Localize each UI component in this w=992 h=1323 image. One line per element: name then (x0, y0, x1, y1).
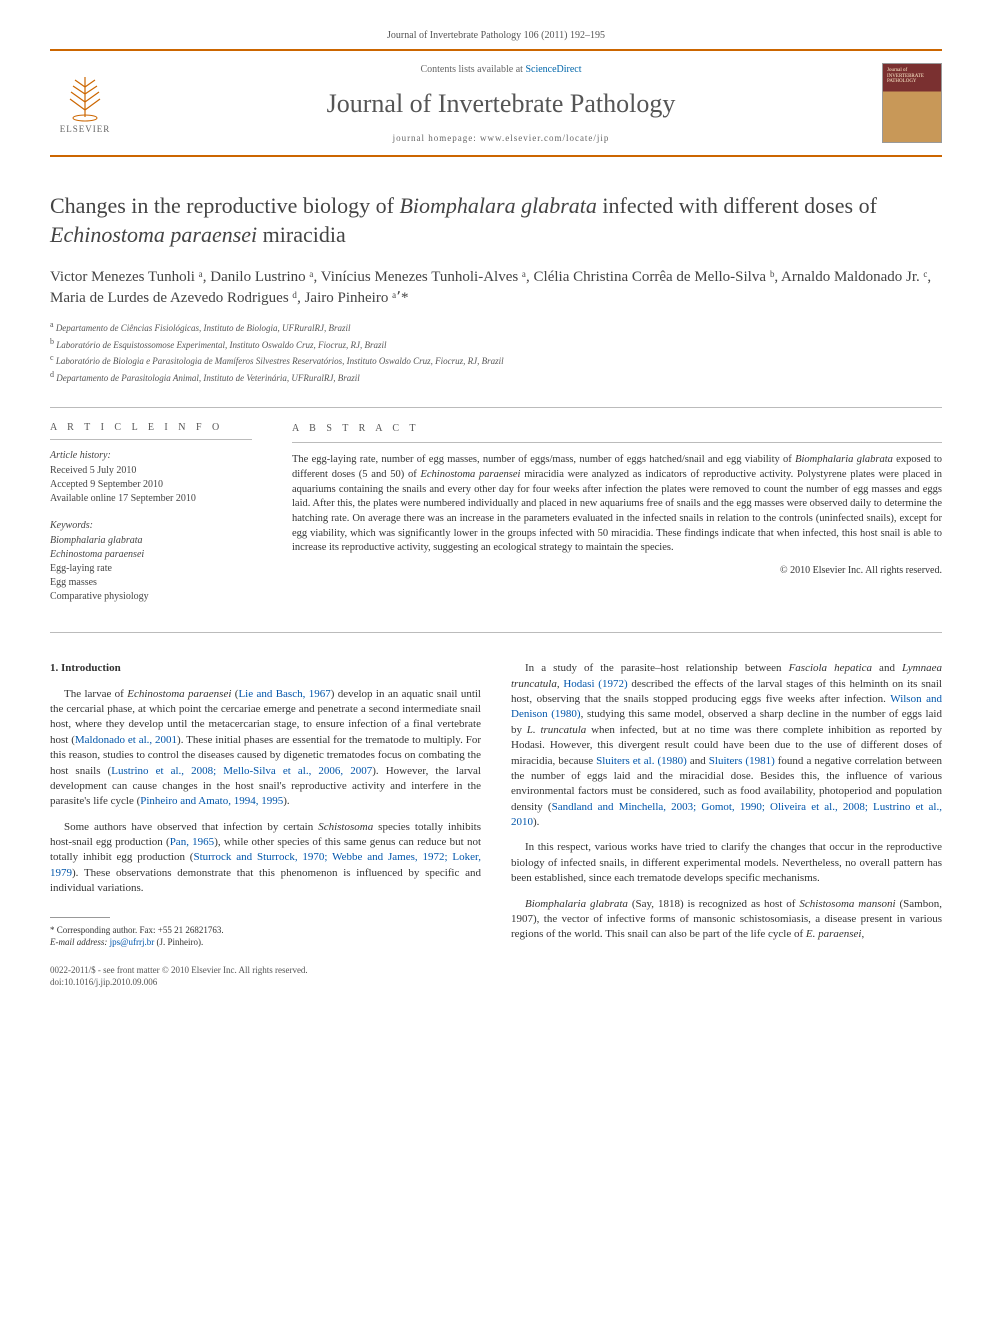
affiliation-c: c Laboratório de Biologia e Parasitologi… (50, 352, 942, 369)
article-info-heading: A R T I C L E I N F O (50, 422, 252, 440)
info-abstract-row: A R T I C L E I N F O Article history: R… (50, 407, 942, 633)
title-text-3: miracidia (257, 222, 346, 247)
elsevier-label: ELSEVIER (60, 124, 111, 134)
keyword-3: Egg-laying rate (50, 562, 252, 576)
title-text-1: Changes in the reproductive biology of (50, 193, 399, 218)
footnote-rule (50, 917, 110, 918)
abstract-heading: A B S T R A C T (292, 422, 942, 443)
corresponding-author-footnote: * Corresponding author. Fax: +55 21 2682… (50, 924, 481, 937)
doi-line: doi:10.1016/j.jip.2010.09.006 (50, 977, 481, 989)
ref-link[interactable]: Sluiters (1981) (709, 755, 775, 767)
author-list: Victor Menezes Tunholi ᵃ, Danilo Lustrin… (50, 267, 942, 309)
journal-cover-thumbnail: Journal of INVERTEBRATE PATHOLOGY (882, 63, 942, 143)
left-column: 1. Introduction The larvae of Echinostom… (50, 661, 481, 988)
journal-name: Journal of Invertebrate Pathology (140, 89, 862, 119)
ref-link[interactable]: Hodasi (1972) (563, 678, 627, 690)
abstract-text: The egg-laying rate, number of egg masse… (292, 453, 942, 556)
history-online: Available online 17 September 2010 (50, 492, 252, 506)
abstract-copyright: © 2010 Elsevier Inc. All rights reserved… (292, 564, 942, 578)
doi-block: 0022-2011/$ - see front matter © 2010 El… (50, 965, 481, 988)
history-received: Received 5 July 2010 (50, 464, 252, 478)
intro-para-5: Biomphalaria glabrata (Say, 1818) is rec… (511, 897, 942, 943)
contents-prefix: Contents lists available at (420, 64, 525, 75)
homepage-line: journal homepage: www.elsevier.com/locat… (140, 133, 862, 143)
intro-para-1: The larvae of Echinostoma paraensei (Lie… (50, 687, 481, 810)
keyword-5: Comparative physiology (50, 590, 252, 604)
right-column: In a study of the parasite–host relation… (511, 661, 942, 988)
ref-link[interactable]: Pan, 1965 (170, 836, 215, 848)
body-two-column: 1. Introduction The larvae of Echinostom… (50, 661, 942, 988)
front-matter-line: 0022-2011/$ - see front matter © 2010 El… (50, 965, 481, 977)
ref-link[interactable]: Maldonado et al., 2001 (75, 734, 177, 746)
intro-para-2: Some authors have observed that infectio… (50, 820, 481, 897)
title-text-2: infected with different doses of (597, 193, 877, 218)
citation-line: Journal of Invertebrate Pathology 106 (2… (50, 30, 942, 41)
keyword-1: Biomphalaria glabrata (50, 534, 252, 548)
homepage-prefix: journal homepage: (393, 133, 480, 143)
affiliation-b: b Laboratório de Esquistossomose Experim… (50, 336, 942, 353)
keywords-title: Keywords: (50, 520, 252, 531)
email-footnote: E-mail address: jps@ufrrj.br (J. Pinheir… (50, 936, 481, 949)
intro-para-3: In a study of the parasite–host relation… (511, 661, 942, 830)
ref-link[interactable]: Sandland and Minchella, 2003; Gomot, 199… (511, 801, 942, 828)
cover-thumb-text: Journal of INVERTEBRATE PATHOLOGY (887, 68, 937, 85)
keyword-2: Echinostoma paraensei (50, 548, 252, 562)
article-info-panel: A R T I C L E I N F O Article history: R… (50, 408, 270, 632)
affiliation-a: a Departamento de Ciências Fisiológicas,… (50, 319, 942, 336)
keywords-block: Keywords: Biomphalaria glabrata Echinost… (50, 520, 252, 604)
journal-masthead: ELSEVIER Contents lists available at Sci… (50, 49, 942, 157)
article-history-block: Article history: Received 5 July 2010 Ac… (50, 450, 252, 506)
homepage-url[interactable]: www.elsevier.com/locate/jip (480, 133, 609, 143)
email-link[interactable]: jps@ufrrj.br (110, 937, 155, 947)
elsevier-tree-icon (60, 72, 110, 122)
contents-available-line: Contents lists available at ScienceDirec… (140, 64, 862, 75)
keyword-4: Egg masses (50, 576, 252, 590)
article-title: Changes in the reproductive biology of B… (50, 192, 942, 249)
elsevier-logo: ELSEVIER (50, 68, 120, 138)
affiliations: a Departamento de Ciências Fisiológicas,… (50, 319, 942, 385)
section-1-heading: 1. Introduction (50, 661, 481, 676)
history-accepted: Accepted 9 September 2010 (50, 478, 252, 492)
intro-para-4: In this respect, various works have trie… (511, 840, 942, 886)
ref-link[interactable]: Sluiters et al. (1980) (596, 755, 687, 767)
sciencedirect-link[interactable]: ScienceDirect (525, 64, 581, 75)
title-italic-1: Biomphalara glabrata (399, 193, 596, 218)
abstract-panel: A B S T R A C T The egg-laying rate, num… (270, 408, 942, 632)
title-italic-2: Echinostoma paraensei (50, 222, 257, 247)
ref-link[interactable]: Pinheiro and Amato, 1994, 1995 (140, 795, 283, 807)
ref-link[interactable]: Lustrino et al., 2008; Mello-Silva et al… (111, 765, 372, 777)
ref-link[interactable]: Lie and Basch, 1967 (238, 688, 330, 700)
affiliation-d: d Departamento de Parasitologia Animal, … (50, 369, 942, 386)
masthead-center: Contents lists available at ScienceDirec… (140, 64, 862, 143)
history-title: Article history: (50, 450, 252, 461)
